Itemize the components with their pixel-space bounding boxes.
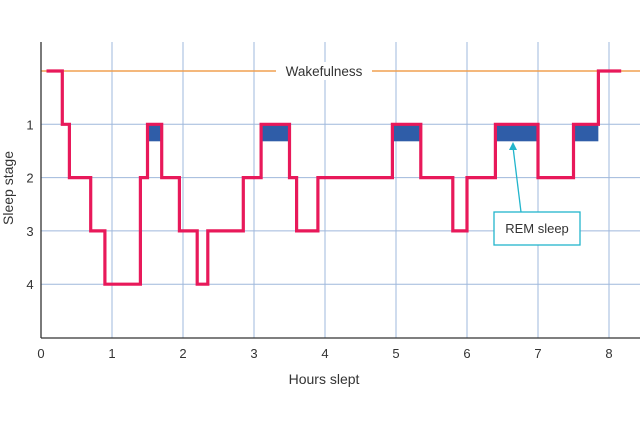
y-tick-label: 3 (26, 224, 33, 239)
x-tick-label: 1 (108, 346, 115, 361)
x-tick-label: 0 (37, 346, 44, 361)
rem-block (573, 124, 599, 142)
y-tick-label: 2 (26, 171, 33, 186)
x-tick-label: 4 (321, 346, 328, 361)
series-layer (46, 69, 622, 286)
x-axis-label: Hours slept (289, 371, 360, 387)
x-tick-label: 7 (534, 346, 541, 361)
wakefulness-label: Wakefulness (286, 64, 363, 79)
rem-callout-connector (512, 146, 522, 213)
rem-callout-box (493, 211, 581, 246)
x-tick-label: 8 (605, 346, 612, 361)
rem-callout: REM sleep (493, 142, 581, 246)
rem-callout-arrowhead (509, 142, 517, 150)
gridlines (41, 42, 640, 338)
y-tick-label: 4 (26, 277, 33, 292)
y-tick-label: 1 (26, 117, 33, 132)
x-tick-label: 3 (250, 346, 257, 361)
rem-block (392, 124, 421, 142)
sleep-stage-line (46, 69, 622, 286)
x-tick-label: 5 (392, 346, 399, 361)
labels: Sleep stage Hours slept Wakefulness 0 1 2 3 4… (0, 62, 613, 387)
axes (40, 42, 640, 339)
y-axis-label: Sleep stage (0, 151, 16, 225)
rem-block (495, 124, 538, 142)
rem-block (147, 124, 162, 142)
wakefulness-label-bg (276, 62, 372, 80)
rem-periods (147, 124, 599, 142)
x-tick-label: 6 (463, 346, 470, 361)
rem-block (261, 124, 290, 142)
x-tick-label: 2 (179, 346, 186, 361)
rem-callout-label: REM sleep (505, 221, 569, 236)
